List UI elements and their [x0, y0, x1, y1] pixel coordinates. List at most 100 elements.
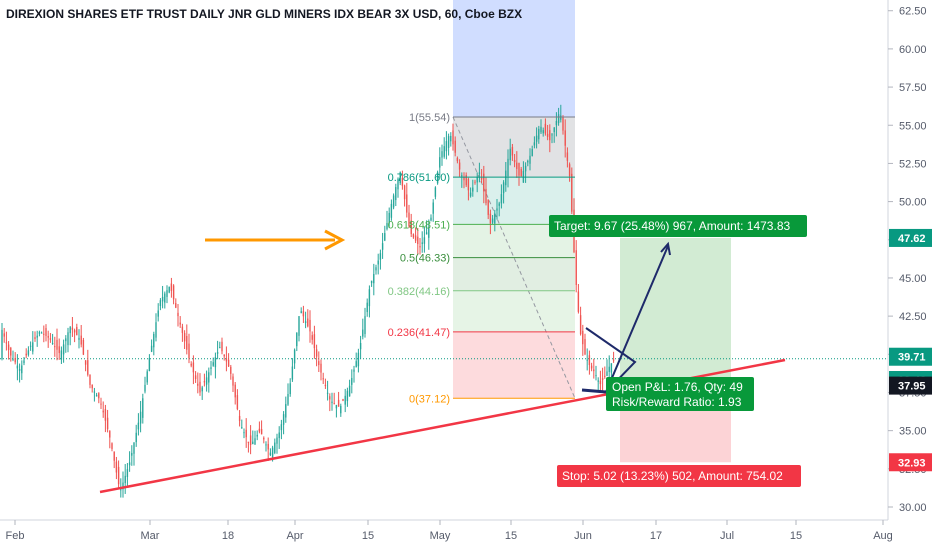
candle-body	[245, 429, 247, 438]
candle-body	[320, 363, 322, 373]
candle-body	[93, 391, 96, 393]
candle-body	[447, 136, 450, 148]
x-tick-label: 17	[650, 530, 662, 542]
candle-body	[225, 358, 228, 362]
candle-body	[478, 172, 481, 174]
candle-body	[5, 342, 8, 344]
candle-body	[192, 362, 195, 373]
candle-body	[531, 149, 533, 156]
candle-body	[575, 250, 577, 285]
x-tick-label: 18	[222, 530, 234, 542]
candle-body	[586, 359, 588, 361]
candle-body	[527, 160, 529, 163]
price-tag-label: 47.62	[898, 233, 926, 245]
candle-body	[276, 437, 278, 444]
candle-body	[419, 246, 421, 248]
candle-body	[95, 394, 98, 397]
candle-body	[104, 409, 107, 421]
candle-body	[146, 371, 148, 383]
candle-body	[322, 378, 324, 380]
candle-body	[452, 130, 454, 145]
candle-body	[124, 475, 126, 484]
fib-level-label: 0.5(46.33)	[400, 253, 450, 265]
candle-body	[278, 432, 280, 439]
candle-body	[430, 217, 432, 221]
fib-level-label: 0.786(51.60)	[388, 172, 450, 184]
candle-body	[582, 330, 584, 345]
candle-body	[489, 213, 492, 224]
candle-body	[227, 359, 230, 367]
candle-body	[210, 367, 212, 369]
candle-body	[265, 444, 267, 446]
x-tick-label: May	[430, 530, 451, 542]
x-tick-label: Jun	[574, 530, 592, 542]
candle-body	[190, 363, 192, 366]
candle-body	[560, 115, 562, 120]
candle-body	[324, 384, 327, 387]
candle-body	[109, 431, 111, 438]
time-axis[interactable]: Feb Mar 18 Apr 15 May 15 Jun 17 Jul 15 Aug	[6, 520, 893, 542]
x-tick-label: 15	[362, 530, 374, 542]
candle-body	[408, 212, 410, 227]
candle-body	[579, 315, 582, 335]
candle-body	[40, 332, 43, 334]
candle-body	[91, 385, 93, 389]
candle-body	[379, 253, 382, 260]
candle-body	[287, 394, 289, 405]
candle-body	[128, 462, 131, 466]
candle-body	[252, 441, 254, 445]
candle-body	[111, 443, 113, 449]
candle-body	[62, 344, 65, 355]
candle-body	[179, 322, 181, 325]
candle-body	[12, 358, 14, 360]
y-tick-label: 45.00	[899, 273, 927, 285]
candle-body	[186, 336, 188, 350]
candle-body	[465, 175, 467, 186]
x-tick-label: 15	[505, 530, 517, 542]
candle-body	[117, 466, 120, 485]
fibonacci-retracement[interactable]	[453, 0, 575, 399]
orange-arrow[interactable]	[205, 229, 346, 251]
candle-body	[388, 212, 390, 224]
candle-body	[1, 329, 3, 360]
candle-body	[599, 380, 602, 385]
candle-body	[142, 398, 144, 418]
candle-body	[544, 123, 547, 134]
candle-body	[423, 237, 426, 244]
candle-body	[73, 330, 76, 333]
y-tick-label: 55.00	[899, 120, 927, 132]
candle-body	[610, 363, 613, 373]
candle-body	[309, 319, 311, 332]
candle-body	[524, 165, 527, 172]
candle-body	[533, 142, 536, 146]
fib-zone-above	[453, 0, 575, 118]
stop-label-box	[557, 465, 801, 487]
candle-body	[496, 208, 498, 211]
candle-body	[542, 130, 544, 134]
fib-level-label: 0.382(44.16)	[388, 286, 450, 298]
candle-body	[3, 333, 5, 337]
fibonacci-trend-line	[452, 116, 576, 399]
candle-body	[348, 385, 351, 397]
candle-body	[553, 127, 555, 133]
candle-body	[483, 173, 485, 192]
candle-body	[353, 369, 355, 372]
price-tag-label: 39.71	[898, 352, 926, 364]
candle-body	[241, 427, 243, 429]
candle-body	[139, 411, 142, 424]
candle-body	[562, 117, 564, 131]
candle-body	[439, 157, 441, 168]
price-tag	[889, 228, 932, 247]
target-label: Target: 9.67 (25.48%) 967, Amount: 1473.…	[554, 219, 790, 233]
fib-level-label: 0.236(41.47)	[388, 327, 450, 339]
candle-body	[571, 173, 573, 212]
candle-body	[351, 377, 353, 385]
candle-body	[238, 415, 241, 421]
candle-body	[170, 283, 173, 291]
candle-body	[159, 300, 162, 306]
candle-body	[69, 327, 71, 334]
candle-body	[25, 353, 27, 356]
candle-body	[513, 159, 516, 163]
